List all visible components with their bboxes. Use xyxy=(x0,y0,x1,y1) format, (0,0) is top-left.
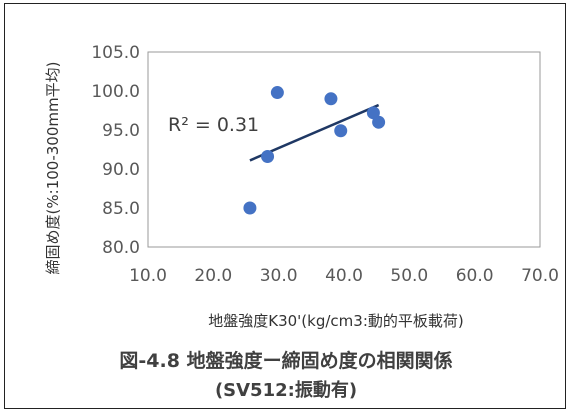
y-axis-label: 締固め度(%:100-300mm平均) xyxy=(44,62,62,275)
x-tick-label: 10.0 xyxy=(129,266,167,286)
x-tick-label: 60.0 xyxy=(456,266,494,286)
x-tick-label: 70.0 xyxy=(521,266,559,286)
figure-frame xyxy=(4,3,566,409)
data-point xyxy=(270,86,284,100)
y-tick-label: 80.0 xyxy=(102,238,140,258)
data-points xyxy=(243,86,386,215)
caption-title: 図-4.8 地盤強度ー締固め度の相関関係 xyxy=(119,350,453,372)
y-tick-label: 85.0 xyxy=(102,199,140,219)
y-tick-label: 105.0 xyxy=(91,43,140,63)
x-tick-label: 40.0 xyxy=(325,266,363,286)
x-tick-label: 30.0 xyxy=(260,266,298,286)
x-tick-label: 50.0 xyxy=(390,266,428,286)
trendline xyxy=(249,103,380,162)
y-tick-label: 90.0 xyxy=(102,160,140,180)
y-tick-label: 100.0 xyxy=(91,82,140,102)
data-point xyxy=(324,92,338,106)
y-ticks: 80.0 85.0 90.0 95.0 100.0 105.0 xyxy=(91,43,140,258)
caption-subtitle: (SV512:振動有) xyxy=(214,380,358,401)
x-ticks: 10.0 20.0 30.0 40.0 50.0 60.0 70.0 xyxy=(129,266,559,286)
data-point xyxy=(243,201,257,215)
x-tick-label: 20.0 xyxy=(194,266,232,286)
r-squared-label: R² = 0.31 xyxy=(168,114,259,136)
y-tick-label: 95.0 xyxy=(102,121,140,141)
x-axis-label: 地盤強度K30'(kg/cm3:動的平板載荷) xyxy=(208,312,463,330)
data-point xyxy=(372,115,386,129)
data-point xyxy=(261,150,275,164)
plot-area xyxy=(147,51,541,248)
data-point xyxy=(334,124,348,138)
